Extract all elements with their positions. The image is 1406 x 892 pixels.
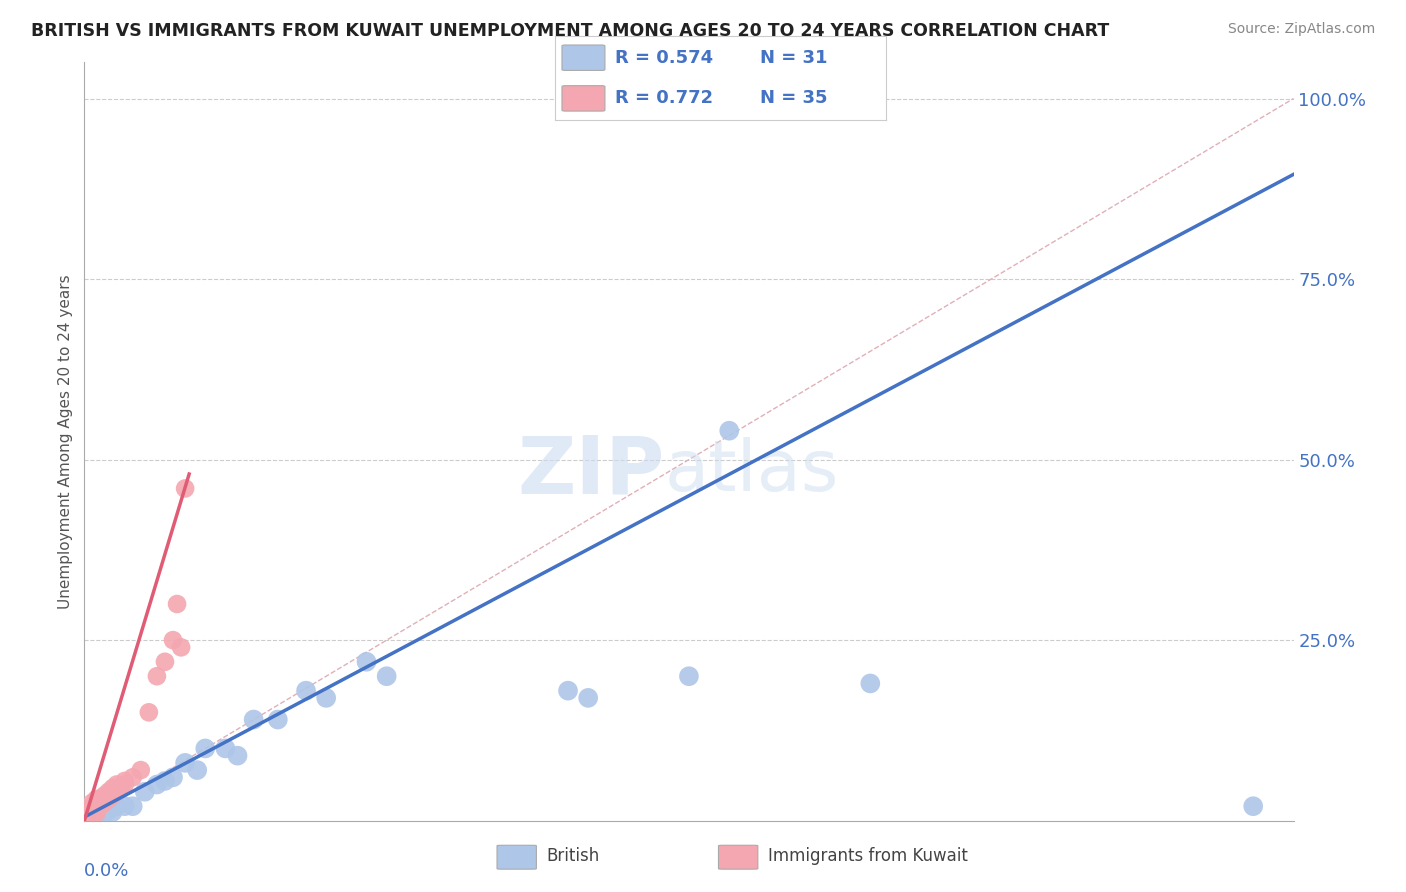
Point <box>114 773 136 788</box>
FancyBboxPatch shape <box>498 846 537 869</box>
Point <box>146 669 169 683</box>
Point <box>82 808 104 822</box>
Point <box>93 806 115 821</box>
Point <box>134 785 156 799</box>
Point <box>153 773 176 788</box>
Point <box>77 803 100 817</box>
Point <box>162 633 184 648</box>
Point <box>89 799 111 814</box>
Point <box>93 792 115 806</box>
Point <box>101 781 124 796</box>
Point <box>174 482 197 496</box>
Text: N = 35: N = 35 <box>761 89 828 107</box>
Point <box>170 640 193 655</box>
Point <box>77 810 100 824</box>
Point <box>97 785 120 799</box>
Point <box>162 770 184 784</box>
Text: R = 0.574: R = 0.574 <box>614 49 713 67</box>
Point <box>214 741 236 756</box>
Point <box>114 778 136 792</box>
Point <box>576 690 599 705</box>
Point <box>101 805 124 819</box>
Point <box>138 706 160 720</box>
Point <box>295 683 318 698</box>
Point <box>121 799 143 814</box>
Point <box>86 792 108 806</box>
Text: Source: ZipAtlas.com: Source: ZipAtlas.com <box>1227 22 1375 37</box>
Point <box>194 741 217 756</box>
Point <box>82 805 104 819</box>
Text: BRITISH VS IMMIGRANTS FROM KUWAIT UNEMPLOYMENT AMONG AGES 20 TO 24 YEARS CORRELA: BRITISH VS IMMIGRANTS FROM KUWAIT UNEMPL… <box>31 22 1109 40</box>
FancyBboxPatch shape <box>562 86 605 112</box>
Point <box>114 799 136 814</box>
Point <box>678 669 700 683</box>
Point <box>86 806 108 821</box>
Point <box>97 803 120 817</box>
Point <box>89 808 111 822</box>
Point <box>1241 799 1264 814</box>
Point <box>356 655 378 669</box>
Point <box>86 803 108 817</box>
Point <box>82 808 104 822</box>
Point <box>105 799 128 814</box>
Point <box>82 799 104 814</box>
Text: N = 31: N = 31 <box>761 49 828 67</box>
Point <box>77 806 100 821</box>
Text: R = 0.772: R = 0.772 <box>614 89 713 107</box>
Point <box>186 763 208 777</box>
FancyBboxPatch shape <box>562 45 605 70</box>
Point <box>129 763 152 777</box>
Point <box>82 796 104 810</box>
Point <box>97 792 120 806</box>
Point <box>110 781 132 796</box>
Point <box>86 799 108 814</box>
Point <box>121 770 143 784</box>
Text: atlas: atlas <box>665 437 839 507</box>
Point <box>859 676 882 690</box>
Point <box>105 778 128 792</box>
Point <box>146 778 169 792</box>
Text: Immigrants from Kuwait: Immigrants from Kuwait <box>768 847 967 865</box>
Point <box>557 683 579 698</box>
Point <box>174 756 197 770</box>
Point <box>89 792 111 806</box>
Text: ZIP: ZIP <box>517 433 665 511</box>
Point <box>101 789 124 803</box>
Point <box>89 796 111 810</box>
Point <box>267 713 290 727</box>
Point <box>77 810 100 824</box>
Text: 0.0%: 0.0% <box>84 863 129 880</box>
Point <box>315 690 337 705</box>
Point <box>242 713 264 727</box>
Point <box>105 785 128 799</box>
Point <box>86 806 108 821</box>
Point <box>375 669 398 683</box>
FancyBboxPatch shape <box>718 846 758 869</box>
Text: British: British <box>546 847 599 865</box>
Point <box>226 748 249 763</box>
Point <box>93 796 115 810</box>
Point <box>93 789 115 803</box>
Point <box>166 597 188 611</box>
Point <box>718 424 741 438</box>
Point <box>153 655 176 669</box>
Y-axis label: Unemployment Among Ages 20 to 24 years: Unemployment Among Ages 20 to 24 years <box>58 274 73 609</box>
